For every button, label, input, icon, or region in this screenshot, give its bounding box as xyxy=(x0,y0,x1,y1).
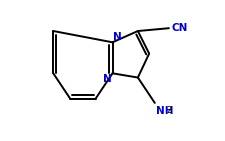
Text: N: N xyxy=(103,74,112,84)
Text: CN: CN xyxy=(171,23,187,33)
Text: N: N xyxy=(113,32,122,42)
Text: 2: 2 xyxy=(167,106,172,115)
Text: NH: NH xyxy=(156,106,174,116)
